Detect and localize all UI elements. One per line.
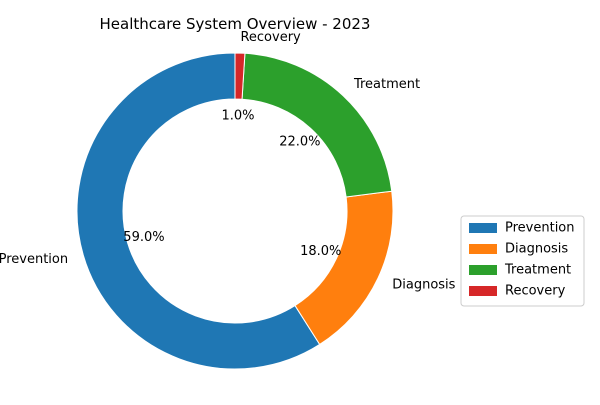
category-labels: Prevention Diagnosis Treatment Recovery: [0, 30, 456, 293]
legend-label-diagnosis: Diagnosis: [505, 242, 568, 257]
label-treatment: Treatment: [353, 77, 420, 92]
legend-frame: [460, 215, 585, 307]
legend-item-diagnosis: Diagnosis: [469, 242, 568, 257]
percent-labels: 59.0% 18.0% 22.0% 1.0%: [123, 109, 341, 259]
legend-swatch-recovery: [469, 286, 497, 296]
percent-treatment: 22.0%: [279, 134, 320, 149]
legend-swatch-diagnosis: [469, 244, 497, 254]
legend-swatch-treatment: [469, 265, 497, 275]
percent-recovery: 1.0%: [221, 109, 254, 124]
percent-diagnosis: 18.0%: [300, 244, 341, 259]
legend-swatch-prevention: [469, 223, 497, 233]
legend-label-prevention: Prevention: [505, 221, 575, 236]
legend-item-prevention: Prevention: [469, 221, 575, 236]
slice-treatment: [241, 52, 393, 198]
percent-prevention: 59.0%: [123, 230, 164, 245]
label-prevention: Prevention: [0, 252, 68, 267]
donut-slices: [76, 52, 394, 370]
slice-prevention: [76, 52, 321, 370]
legend-label-recovery: Recovery: [505, 284, 566, 299]
label-diagnosis: Diagnosis: [392, 278, 455, 293]
legend-item-treatment: Treatment: [469, 263, 571, 278]
legend-label-treatment: Treatment: [504, 263, 571, 278]
chart-title: Healthcare System Overview - 2023: [100, 15, 371, 33]
legend-item-recovery: Recovery: [469, 284, 566, 299]
legend: Prevention Diagnosis Treatment Recovery: [460, 215, 585, 307]
slice-diagnosis: [294, 190, 394, 346]
slice-recovery: [234, 52, 246, 100]
legend-items: Prevention Diagnosis Treatment Recovery: [469, 221, 575, 299]
label-recovery: Recovery: [240, 30, 301, 45]
